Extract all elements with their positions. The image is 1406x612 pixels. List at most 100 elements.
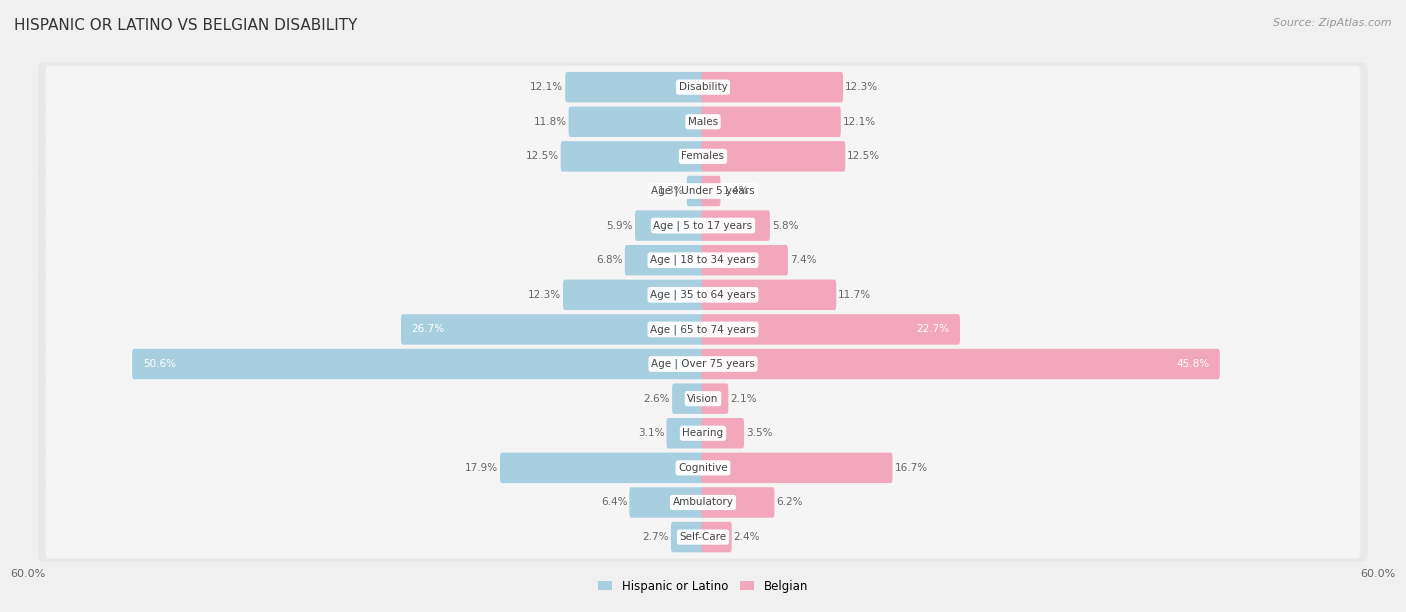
FancyBboxPatch shape: [38, 478, 1368, 527]
Text: 3.5%: 3.5%: [747, 428, 772, 438]
FancyBboxPatch shape: [686, 176, 704, 206]
FancyBboxPatch shape: [45, 274, 1361, 316]
FancyBboxPatch shape: [702, 106, 841, 137]
FancyBboxPatch shape: [132, 349, 704, 379]
Text: Females: Females: [682, 151, 724, 162]
Text: 2.7%: 2.7%: [643, 532, 669, 542]
Text: 12.1%: 12.1%: [530, 82, 564, 92]
Text: Self-Care: Self-Care: [679, 532, 727, 542]
FancyBboxPatch shape: [501, 453, 704, 483]
FancyBboxPatch shape: [671, 522, 704, 552]
Text: 1.4%: 1.4%: [723, 186, 749, 196]
FancyBboxPatch shape: [38, 201, 1368, 250]
Text: 7.4%: 7.4%: [790, 255, 817, 265]
FancyBboxPatch shape: [38, 409, 1368, 458]
Text: 1.3%: 1.3%: [658, 186, 685, 196]
FancyBboxPatch shape: [568, 106, 704, 137]
FancyBboxPatch shape: [45, 100, 1361, 143]
FancyBboxPatch shape: [38, 340, 1368, 389]
Text: 50.6%: 50.6%: [143, 359, 176, 369]
Text: 2.4%: 2.4%: [734, 532, 761, 542]
Text: Source: ZipAtlas.com: Source: ZipAtlas.com: [1274, 18, 1392, 28]
Text: 45.8%: 45.8%: [1175, 359, 1209, 369]
FancyBboxPatch shape: [45, 204, 1361, 247]
Text: 3.1%: 3.1%: [638, 428, 665, 438]
Text: 5.9%: 5.9%: [606, 220, 633, 231]
FancyBboxPatch shape: [45, 446, 1361, 490]
Text: Age | 18 to 34 years: Age | 18 to 34 years: [650, 255, 756, 266]
Text: 11.7%: 11.7%: [838, 290, 872, 300]
Text: Ambulatory: Ambulatory: [672, 498, 734, 507]
Text: Age | Over 75 years: Age | Over 75 years: [651, 359, 755, 369]
Text: 2.6%: 2.6%: [644, 394, 671, 404]
Text: 26.7%: 26.7%: [412, 324, 444, 334]
Text: 16.7%: 16.7%: [894, 463, 928, 473]
FancyBboxPatch shape: [702, 383, 728, 414]
FancyBboxPatch shape: [38, 305, 1368, 354]
Legend: Hispanic or Latino, Belgian: Hispanic or Latino, Belgian: [593, 575, 813, 597]
FancyBboxPatch shape: [45, 343, 1361, 386]
Text: 12.1%: 12.1%: [842, 117, 876, 127]
FancyBboxPatch shape: [561, 141, 704, 171]
Text: Age | 5 to 17 years: Age | 5 to 17 years: [654, 220, 752, 231]
FancyBboxPatch shape: [562, 280, 704, 310]
Text: Males: Males: [688, 117, 718, 127]
Text: Disability: Disability: [679, 82, 727, 92]
FancyBboxPatch shape: [45, 135, 1361, 178]
FancyBboxPatch shape: [38, 97, 1368, 146]
Text: 11.8%: 11.8%: [533, 117, 567, 127]
FancyBboxPatch shape: [38, 443, 1368, 493]
FancyBboxPatch shape: [702, 349, 1220, 379]
FancyBboxPatch shape: [702, 314, 960, 345]
FancyBboxPatch shape: [702, 453, 893, 483]
FancyBboxPatch shape: [702, 418, 744, 449]
Text: 12.5%: 12.5%: [526, 151, 558, 162]
FancyBboxPatch shape: [45, 65, 1361, 108]
FancyBboxPatch shape: [45, 170, 1361, 212]
FancyBboxPatch shape: [401, 314, 704, 345]
Text: 5.8%: 5.8%: [772, 220, 799, 231]
Text: Hearing: Hearing: [682, 428, 724, 438]
FancyBboxPatch shape: [38, 62, 1368, 112]
FancyBboxPatch shape: [38, 166, 1368, 215]
Text: 6.4%: 6.4%: [600, 498, 627, 507]
FancyBboxPatch shape: [38, 236, 1368, 285]
FancyBboxPatch shape: [565, 72, 704, 102]
FancyBboxPatch shape: [630, 487, 704, 518]
FancyBboxPatch shape: [702, 245, 787, 275]
FancyBboxPatch shape: [45, 516, 1361, 559]
FancyBboxPatch shape: [38, 374, 1368, 424]
FancyBboxPatch shape: [702, 72, 844, 102]
Text: 22.7%: 22.7%: [917, 324, 949, 334]
FancyBboxPatch shape: [702, 141, 845, 171]
FancyBboxPatch shape: [38, 512, 1368, 562]
Text: 6.8%: 6.8%: [596, 255, 623, 265]
FancyBboxPatch shape: [702, 487, 775, 518]
FancyBboxPatch shape: [702, 176, 720, 206]
FancyBboxPatch shape: [702, 522, 731, 552]
Text: 6.2%: 6.2%: [776, 498, 803, 507]
FancyBboxPatch shape: [666, 418, 704, 449]
FancyBboxPatch shape: [702, 280, 837, 310]
Text: 12.5%: 12.5%: [848, 151, 880, 162]
FancyBboxPatch shape: [45, 412, 1361, 455]
FancyBboxPatch shape: [38, 132, 1368, 181]
Text: 12.3%: 12.3%: [845, 82, 879, 92]
FancyBboxPatch shape: [672, 383, 704, 414]
Text: 17.9%: 17.9%: [465, 463, 498, 473]
Text: Age | Under 5 years: Age | Under 5 years: [651, 185, 755, 196]
Text: HISPANIC OR LATINO VS BELGIAN DISABILITY: HISPANIC OR LATINO VS BELGIAN DISABILITY: [14, 18, 357, 34]
FancyBboxPatch shape: [45, 239, 1361, 282]
Text: 2.1%: 2.1%: [730, 394, 756, 404]
FancyBboxPatch shape: [38, 271, 1368, 319]
FancyBboxPatch shape: [702, 211, 770, 241]
FancyBboxPatch shape: [45, 308, 1361, 351]
Text: 12.3%: 12.3%: [527, 290, 561, 300]
FancyBboxPatch shape: [45, 481, 1361, 524]
FancyBboxPatch shape: [624, 245, 704, 275]
FancyBboxPatch shape: [45, 377, 1361, 420]
Text: Cognitive: Cognitive: [678, 463, 728, 473]
Text: Age | 65 to 74 years: Age | 65 to 74 years: [650, 324, 756, 335]
Text: Age | 35 to 64 years: Age | 35 to 64 years: [650, 289, 756, 300]
Text: Vision: Vision: [688, 394, 718, 404]
